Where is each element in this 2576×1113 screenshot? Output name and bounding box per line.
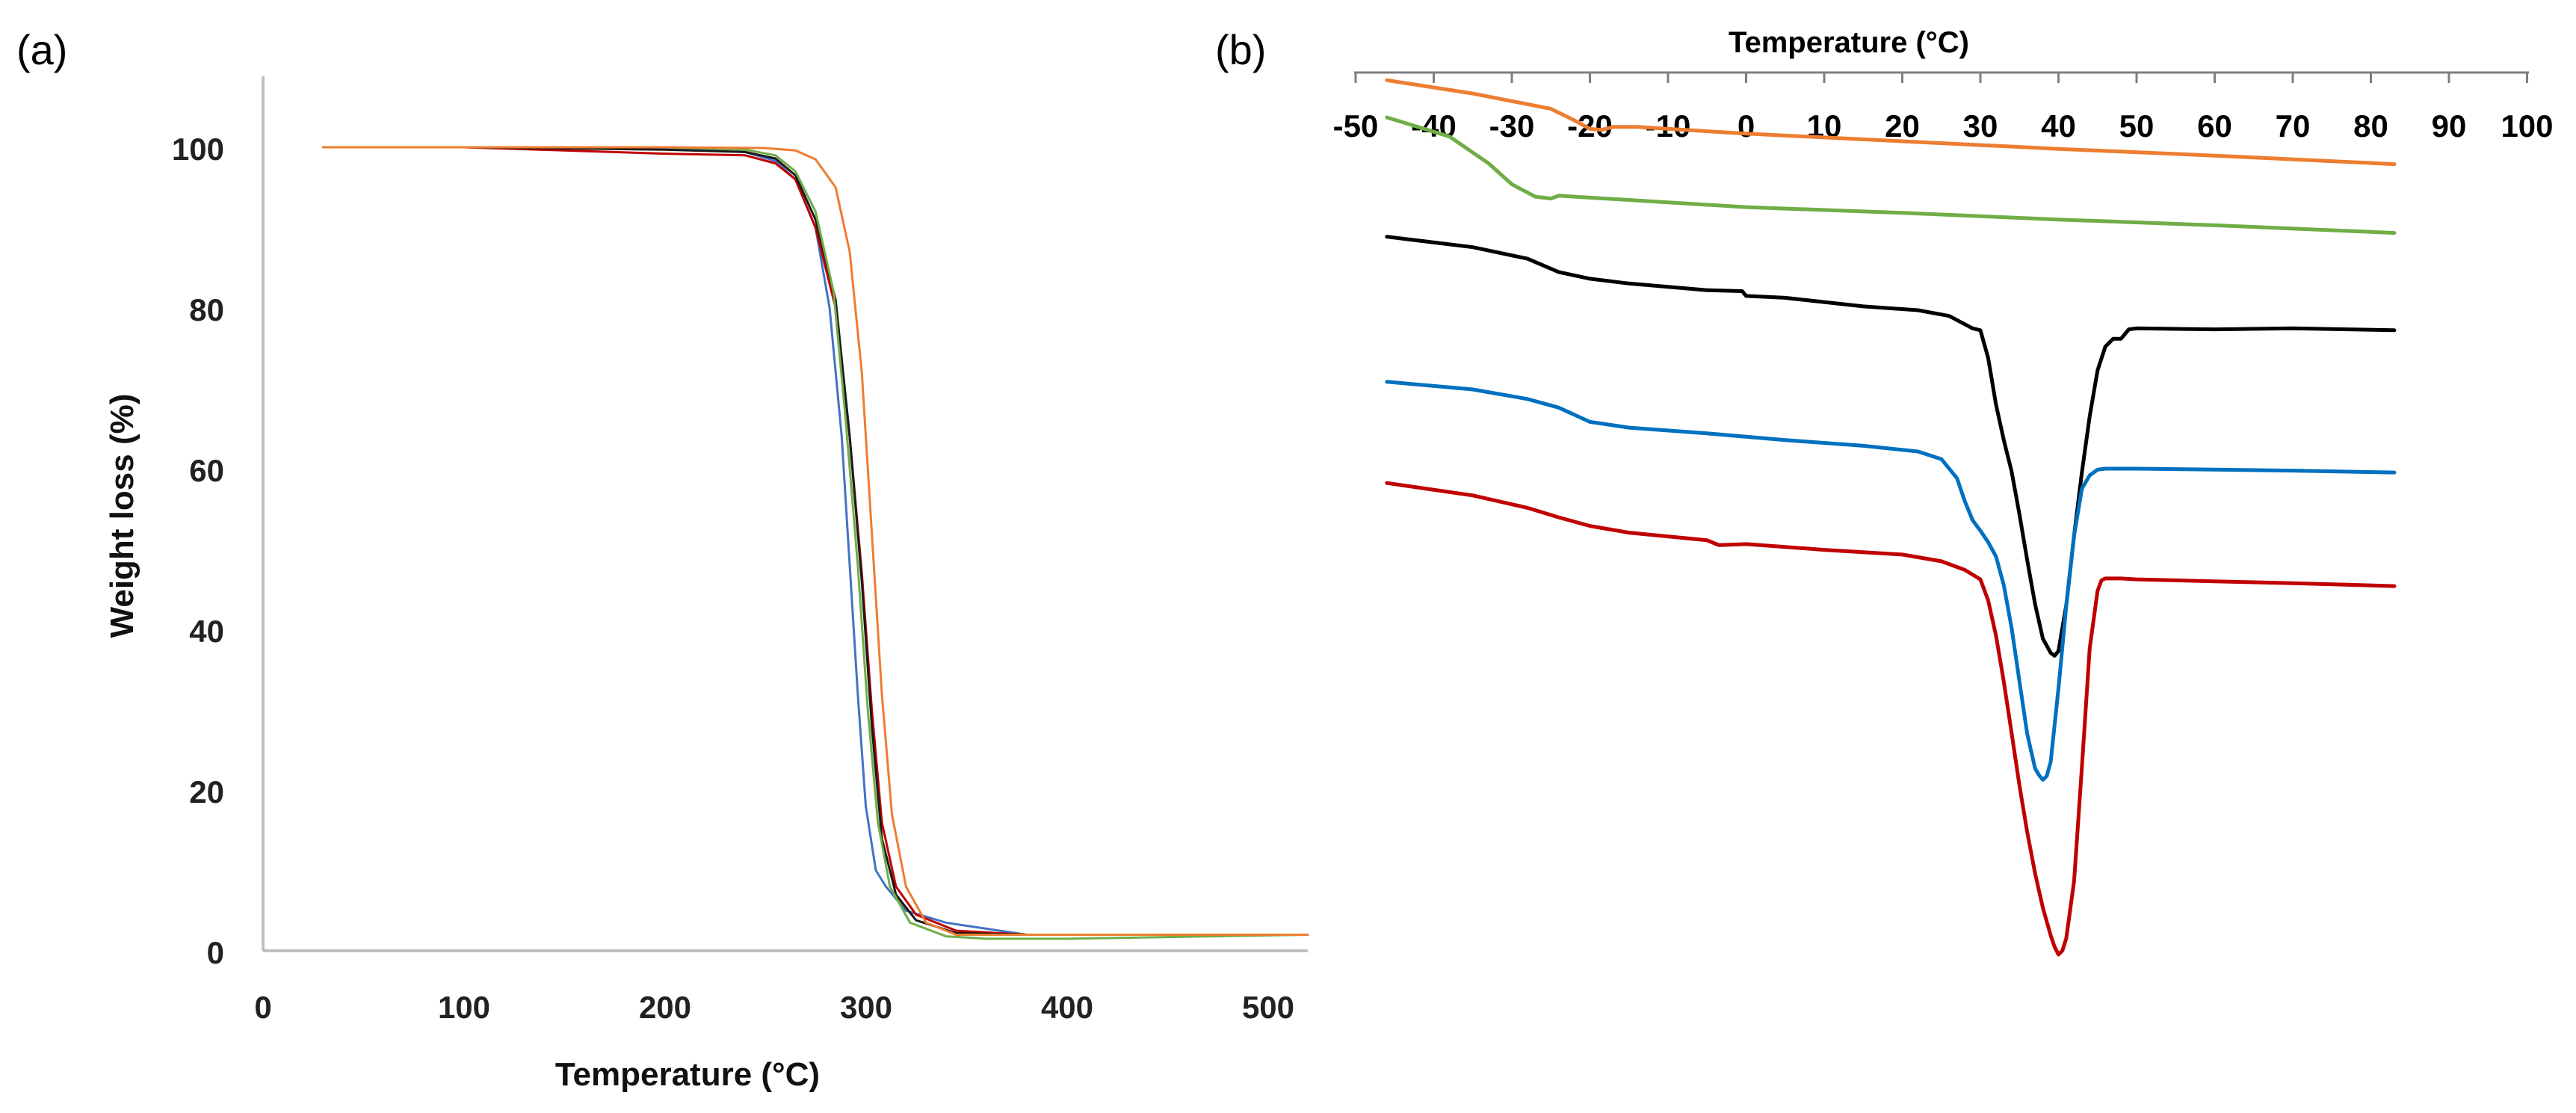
panel-a-ytick-60: 60 [189,453,224,488]
panel-b-xtick-90: 90 [2432,108,2467,144]
panel-b-xtick-70: 70 [2276,108,2311,144]
panel-a-xtick-0: 0 [254,990,271,1025]
panel-b-xtick-minus30: -30 [1489,108,1535,144]
panel-a-series-black [322,146,1309,936]
panel-a-x-axis-title: Temperature (°C) [555,1056,820,1093]
panel-a-xtick-300: 300 [840,990,892,1025]
panel-b-xtick-minus50: -50 [1333,108,1379,144]
panel-a-ytick-80: 80 [189,292,224,327]
panel-a-xtick-400: 400 [1041,990,1093,1025]
panel-b-tick-marks [1354,73,2528,83]
panel-b-xtick-minus20: -20 [1567,108,1613,144]
panel-b-label: (b) [1215,26,1266,73]
panel-b-xtick-0: 0 [1738,108,1755,144]
panel-a: (a) 0 20 40 60 80 100 0 100 200 300 400 … [16,26,1309,1093]
panel-b: (b) Temperature (°C) -50 -40 -30 - [1215,26,2554,957]
panel-b-x-axis-title: Temperature (°C) [1729,26,1969,59]
panel-a-series-orange [322,146,1309,936]
panel-b-xtick-40: 40 [2041,108,2076,144]
panel-a-ytick-20: 20 [189,774,224,810]
panel-b-xtick-20: 20 [1885,108,1920,144]
panel-b-xtick-60: 60 [2197,108,2232,144]
panel-b-series-orange [1385,78,2397,167]
panel-b-series-group [1385,78,2397,957]
panel-a-label: (a) [16,26,67,73]
panel-b-xtick-minus10: -10 [1646,108,1691,144]
panel-a-series-green [322,146,1309,940]
panel-a-xtick-500: 500 [1242,990,1294,1025]
panel-b-xtick-50: 50 [2119,108,2155,144]
panel-a-ytick-0: 0 [207,935,224,970]
panel-b-series-green [1385,115,2397,235]
panel-b-xtick-80: 80 [2353,108,2388,144]
panel-b-xtick-30: 30 [1963,108,1998,144]
panel-a-xtick-200: 200 [639,990,691,1025]
panel-b-series-blue [1385,380,2397,782]
panel-a-y-axis-title: Weight loss (%) [104,394,140,638]
panel-a-series-group [322,146,1309,940]
panel-a-xtick-100: 100 [438,990,490,1025]
panel-b-series-black [1385,235,2397,658]
panel-b-xtick-100: 100 [2501,108,2553,144]
panel-a-ytick-40: 40 [189,614,224,649]
panel-b-series-red [1385,481,2397,957]
panel-a-ytick-100: 100 [172,132,224,167]
